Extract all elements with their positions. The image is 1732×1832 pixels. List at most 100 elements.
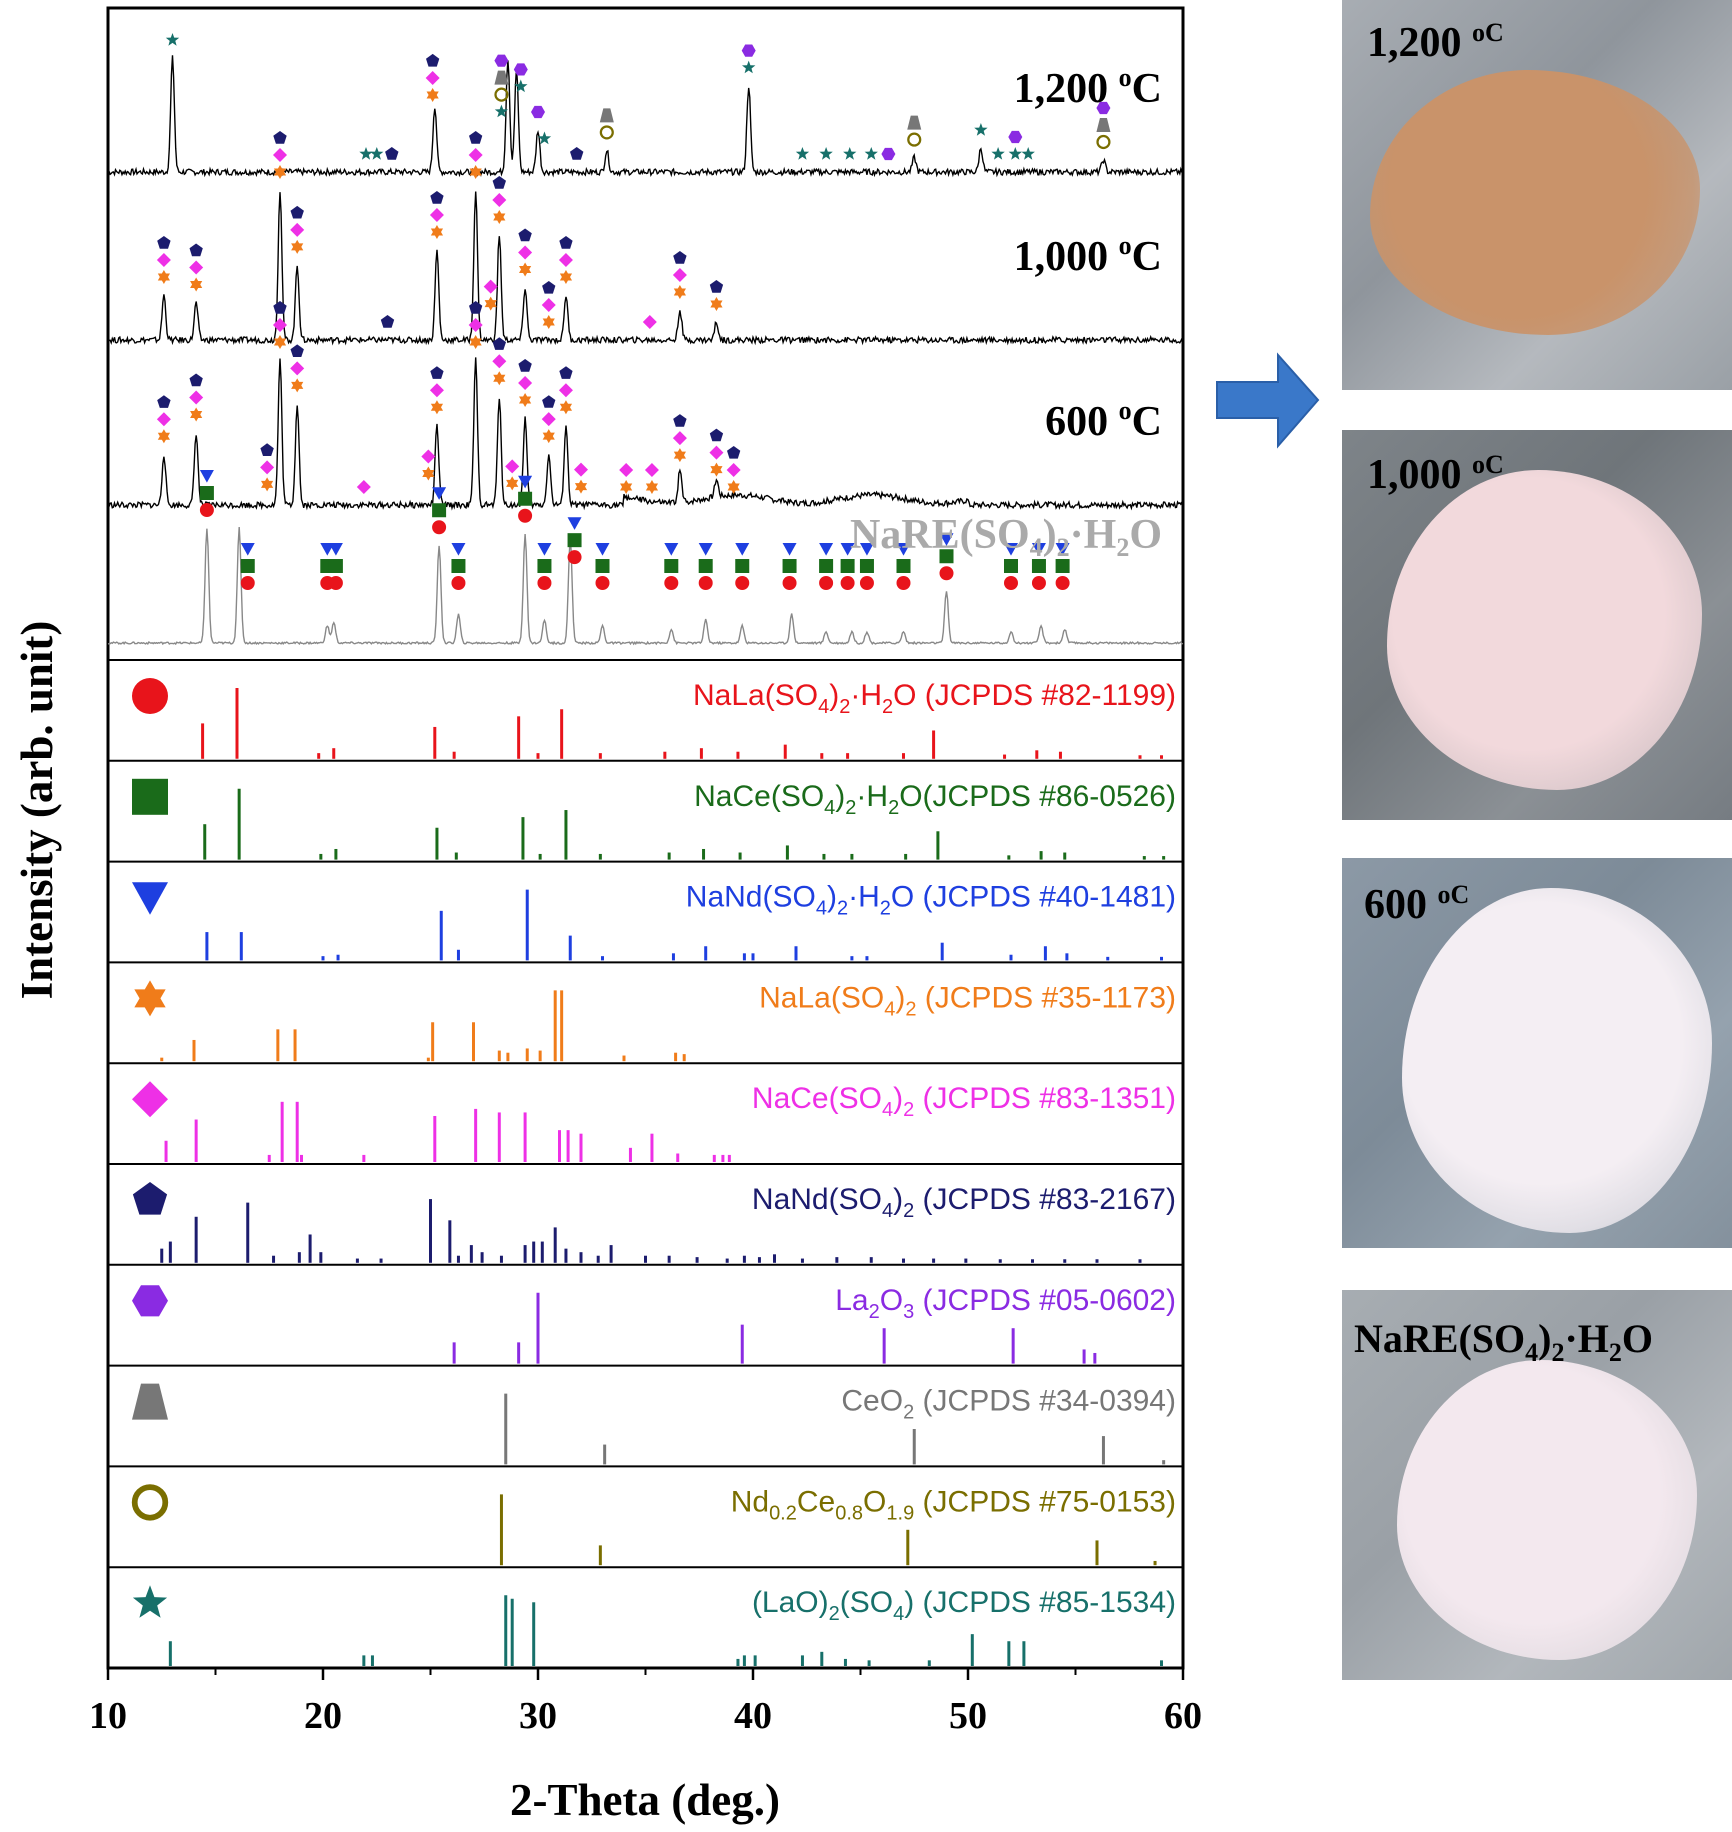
- marker-circ-icon: [840, 576, 855, 590]
- marker-pent-icon: [157, 395, 171, 408]
- marker-star6-icon: [727, 483, 740, 494]
- marker-diamond-icon: [356, 480, 371, 494]
- marker-star-icon: [514, 79, 528, 93]
- marker-diamond-icon: [672, 431, 687, 446]
- marker-pent-icon: [290, 205, 304, 219]
- marker-star6-icon: [261, 480, 274, 492]
- marker-pent-icon: [430, 191, 444, 204]
- marker-circ-icon: [537, 576, 552, 590]
- marker-pent-icon: [260, 443, 274, 456]
- marker-circ-icon: [859, 576, 874, 590]
- marker-sq-icon: [537, 559, 552, 573]
- marker-sq-icon: [328, 559, 343, 573]
- marker-tri-icon: [1004, 543, 1018, 556]
- marker-star-icon: [795, 147, 810, 160]
- marker-tri-icon: [567, 517, 582, 530]
- marker-star6-icon: [291, 243, 304, 254]
- marker-diamond-icon: [709, 445, 724, 460]
- legend-hexagon-icon: [132, 1285, 168, 1317]
- marker-pent-icon: [542, 395, 556, 408]
- marker-sq-icon: [567, 533, 582, 548]
- marker-pent-icon: [385, 147, 399, 160]
- marker-star6-icon: [426, 91, 439, 102]
- marker-tri-icon: [518, 475, 533, 489]
- marker-tri-icon: [1031, 543, 1046, 556]
- photo-label-1200: 1,200: [1367, 20, 1462, 66]
- legend-circle-icon: [132, 678, 168, 714]
- marker-hex-icon: [881, 147, 896, 161]
- marker-tri-icon: [328, 543, 343, 556]
- ref-label-NdCeO: Nd0.2Ce0.8O1.9 (JCPDS #75-0153): [731, 1485, 1176, 1524]
- marker-tri-icon: [199, 470, 214, 483]
- marker-pent-icon: [380, 315, 395, 328]
- right-arrow-icon: [1216, 352, 1320, 449]
- marker-sq-icon: [840, 559, 855, 573]
- marker-pent-icon: [273, 131, 287, 144]
- marker-star-icon: [843, 147, 857, 160]
- marker-tri-icon: [859, 543, 874, 556]
- photo-label-600: 600: [1364, 882, 1427, 928]
- marker-pent-icon: [709, 428, 724, 442]
- marker-circ-icon: [567, 550, 582, 565]
- marker-star6-icon: [190, 281, 203, 292]
- marker-circ-icon: [599, 125, 614, 140]
- marker-star6-icon: [190, 411, 203, 422]
- measured-pattern-3: NaRE(SO4)2·H2O: [107, 470, 1184, 646]
- photo-1000: 1,000 oC: [1342, 430, 1732, 820]
- marker-tri-icon: [782, 543, 797, 556]
- marker-circ-icon: [819, 576, 834, 590]
- marker-trap-icon: [907, 115, 922, 130]
- marker-circ-icon: [328, 576, 343, 590]
- marker-sq-icon: [939, 549, 954, 564]
- marker-pent-icon: [273, 301, 287, 314]
- marker-star-icon: [991, 147, 1005, 160]
- marker-circ-icon: [199, 503, 214, 517]
- marker-diamond-icon: [505, 459, 520, 474]
- powder-sample-NaRE: [1397, 1360, 1697, 1660]
- marker-pent-icon: [426, 53, 440, 67]
- marker-diamond-icon: [421, 449, 436, 464]
- marker-sq-icon: [240, 559, 255, 573]
- marker-diamond-icon: [273, 148, 287, 162]
- powder-sample-600: [1402, 888, 1712, 1233]
- legend-triangle-icon: [132, 882, 168, 915]
- legend-diamond-icon: [132, 1081, 168, 1118]
- marker-pent-icon: [570, 147, 584, 160]
- marker-diamond-icon: [541, 297, 556, 312]
- marker-pent-icon: [469, 131, 483, 144]
- marker-sq-icon: [859, 559, 874, 573]
- ref-panel-NdCeO: Nd0.2Ce0.8O1.9 (JCPDS #75-0153): [108, 1484, 1183, 1569]
- marker-diamond-icon: [429, 383, 444, 398]
- marker-circ-icon: [735, 576, 750, 590]
- marker-sq-icon: [735, 559, 750, 573]
- marker-star6-icon: [673, 288, 686, 299]
- marker-pent-icon: [290, 344, 304, 357]
- x-tick-label: 10: [89, 1695, 127, 1737]
- marker-pent-icon: [518, 228, 532, 242]
- ref-label-CeO2: CeO2 (JCPDS #34-0394): [841, 1385, 1176, 1424]
- marker-sq-icon: [518, 491, 533, 506]
- marker-circ-icon: [432, 520, 447, 535]
- y-axis-label: Intensity (arb. unit): [12, 621, 62, 1000]
- marker-sq-icon: [595, 559, 610, 573]
- marker-tri-icon: [1055, 543, 1070, 556]
- marker-star6-icon: [430, 403, 444, 415]
- photo-label-NaRE: NaRE(SO4)2·H2O: [1354, 1316, 1654, 1367]
- marker-sq-icon: [432, 503, 447, 518]
- marker-hex-icon: [1096, 101, 1111, 115]
- legend-star6-icon: [134, 989, 166, 1017]
- measured-pattern-1: 1,000 oC: [107, 131, 1184, 346]
- marker-tri-icon: [595, 543, 610, 556]
- measured-pattern-2: 600 oC: [107, 301, 1184, 511]
- marker-hex-icon: [1008, 130, 1023, 144]
- marker-star6-icon: [519, 396, 532, 407]
- ref-label-NaLa_H2O: NaLa(SO4)2·H2O (JCPDS #82-1199): [693, 679, 1176, 718]
- x-axis: 10 20 30 40 50 60: [89, 1668, 1202, 1737]
- marker-circ-icon: [1031, 576, 1046, 590]
- marker-pent-icon: [727, 446, 741, 459]
- pattern-label-1: 1,000 oC: [1014, 231, 1162, 280]
- marker-circ-icon: [494, 87, 509, 102]
- marker-diamond-icon: [558, 253, 573, 267]
- marker-tri-icon: [664, 543, 679, 556]
